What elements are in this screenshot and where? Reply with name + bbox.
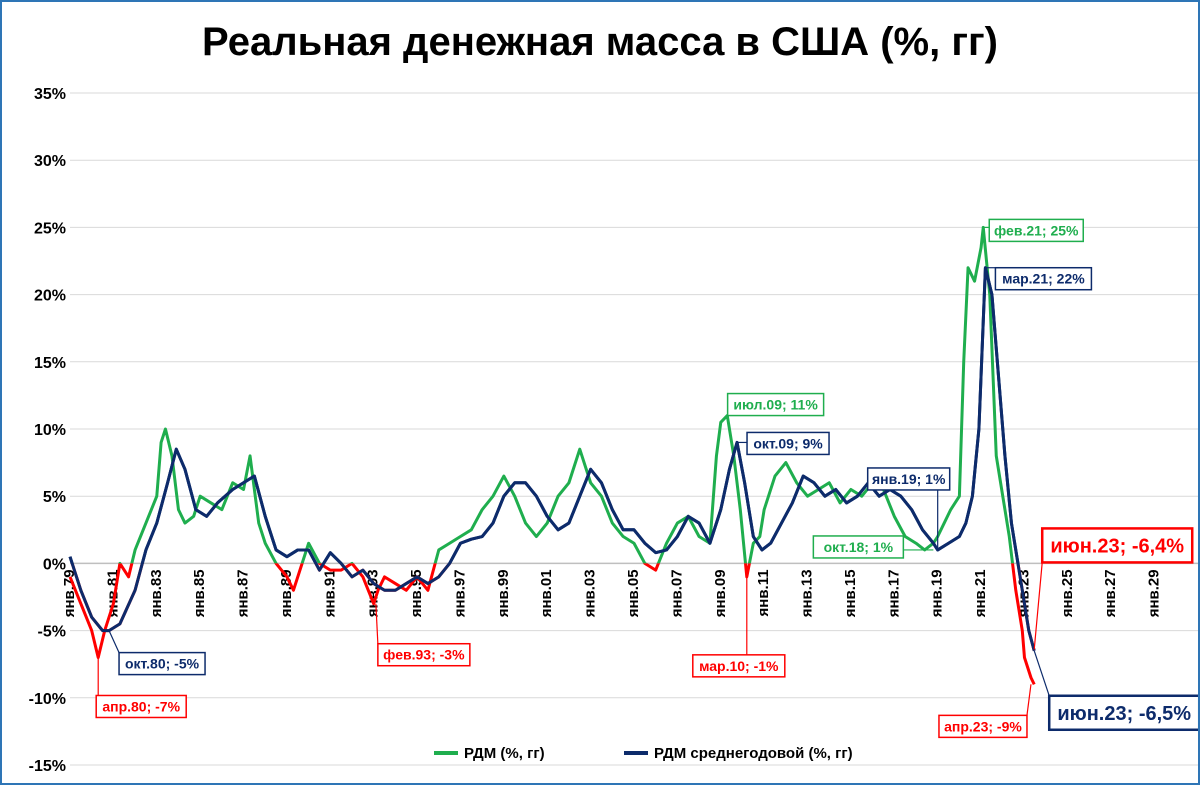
x-tick-label: янв.11: [755, 569, 772, 616]
y-tick-label: 35%: [34, 86, 66, 103]
annotation-leader: [108, 630, 120, 653]
x-tick-label: янв.99: [495, 569, 512, 617]
x-tick-label: янв.27: [1102, 569, 1119, 617]
series-layer: [68, 225, 1036, 686]
x-tick-label: янв.25: [1059, 569, 1076, 617]
annotation-box: [692, 654, 786, 678]
annotation-label: окт.09; 9%: [753, 435, 823, 451]
annotation: окт.09; 9%: [737, 431, 830, 456]
annotation-leader: [375, 603, 379, 644]
annotation: мар.10; -1%: [692, 576, 786, 678]
annotation: апр.80; -7%: [95, 657, 187, 719]
x-tick-label: янв.09: [712, 569, 729, 617]
x-tick-label: янв.19: [929, 569, 946, 617]
x-tick-label: янв.83: [148, 569, 165, 617]
x-tick-label: янв.87: [235, 569, 252, 617]
x-tick-label: янв.91: [321, 569, 338, 617]
annotation-label: фев.21; 25%: [994, 222, 1079, 238]
annotation-label: окт.80; -5%: [125, 656, 200, 672]
x-tick-label: янв.05: [625, 569, 642, 617]
grid-layer: [70, 92, 1198, 766]
annotation: фев.21; 25%: [983, 218, 1084, 243]
x-tick-label: янв.17: [885, 569, 902, 617]
y-axis-ticks: 35% 30% 25% 20% 15% 10% 5% 0% -5% -10% -15%: [29, 86, 66, 775]
annotation-label: мар.21; 22%: [1002, 271, 1085, 287]
legend: РДМ (%, гг) РДМ среднегодовой (%, гг): [434, 745, 853, 762]
annotation: июн.23; -6,4%: [1033, 527, 1194, 650]
annotation-box: [1047, 694, 1198, 732]
x-axis-ticks: янв.79 янв.81 янв.83 янв.85 янв.87 янв.89 янв.…: [61, 569, 1163, 617]
series-line-2-full: [68, 266, 1036, 652]
annotation-box: [118, 651, 206, 676]
annotation: фев.93; -3%: [375, 603, 471, 667]
annotation-box: [377, 642, 471, 667]
annotation-label: янв.19; 1%: [872, 471, 946, 487]
annotation-box: [726, 392, 825, 417]
annotation-layer: апр.80; -7% окт.80; -5% фев.93; -3% июл.09;…: [95, 218, 1198, 739]
x-tick-label: янв.07: [668, 569, 685, 617]
annotation-label: окт.18; 1%: [824, 539, 894, 555]
annotation: янв.19; 1%: [866, 467, 951, 550]
legend-label: РДМ среднегодовой (%, гг): [654, 745, 853, 762]
x-tick-label: янв.93: [365, 569, 382, 617]
annotation-label: апр.23; -9%: [944, 718, 1022, 734]
x-tick-label: янв.15: [842, 569, 859, 617]
y-tick-label: 30%: [34, 153, 66, 170]
annotation-box: [938, 714, 1028, 739]
x-tick-label: янв.85: [191, 569, 208, 617]
annotation: июн.23; -6,5%: [1033, 650, 1198, 732]
x-tick-label: янв.29: [1146, 569, 1163, 617]
annotation-leader: [1033, 562, 1043, 650]
annotation: окт.80; -5%: [108, 630, 206, 676]
annotation-label: фев.93; -3%: [383, 647, 465, 663]
y-tick-label: 10%: [34, 422, 66, 439]
annotation-leader: [1033, 650, 1050, 696]
legend-label: РДМ (%, гг): [464, 745, 545, 762]
annotation-label: апр.80; -7%: [102, 698, 180, 714]
x-tick-label: янв.01: [538, 569, 555, 617]
annotation-box: [988, 218, 1084, 243]
x-tick-label: янв.21: [972, 569, 989, 617]
y-tick-label: 25%: [34, 220, 66, 237]
annotation-box: [812, 535, 905, 559]
annotation: июл.09; 11%: [726, 392, 825, 417]
x-tick-label: янв.97: [451, 569, 468, 617]
annotation-box: [95, 694, 187, 719]
annotation-box: [866, 467, 951, 491]
annotation-box: [1040, 527, 1194, 564]
y-tick-label: 0%: [43, 556, 66, 573]
annotation-box: [994, 266, 1093, 291]
annotation: мар.21; 22%: [985, 266, 1093, 291]
annotation-label: мар.10; -1%: [699, 658, 779, 674]
annotation: апр.23; -9%: [938, 684, 1032, 739]
y-tick-label: 5%: [43, 489, 66, 506]
y-tick-label: -10%: [29, 691, 66, 708]
chart-title: Реальная денежная масса в США (%, гг): [202, 20, 998, 64]
y-tick-label: -5%: [38, 624, 66, 641]
annotation-leader: [1026, 684, 1032, 716]
annotation-box: [746, 431, 830, 456]
y-tick-label: -15%: [29, 758, 66, 775]
x-tick-label: янв.79: [61, 569, 78, 617]
annotation: окт.18; 1%: [812, 535, 934, 559]
x-tick-label: янв.03: [582, 569, 599, 617]
x-tick-label: янв.13: [799, 569, 816, 617]
annotation-label: июн.23; -6,5%: [1057, 703, 1191, 725]
y-tick-label: 15%: [34, 355, 66, 372]
annotation-label: июн.23; -6,4%: [1050, 535, 1184, 557]
y-tick-label: 20%: [34, 288, 66, 305]
annotation-label: июл.09; 11%: [733, 397, 818, 413]
